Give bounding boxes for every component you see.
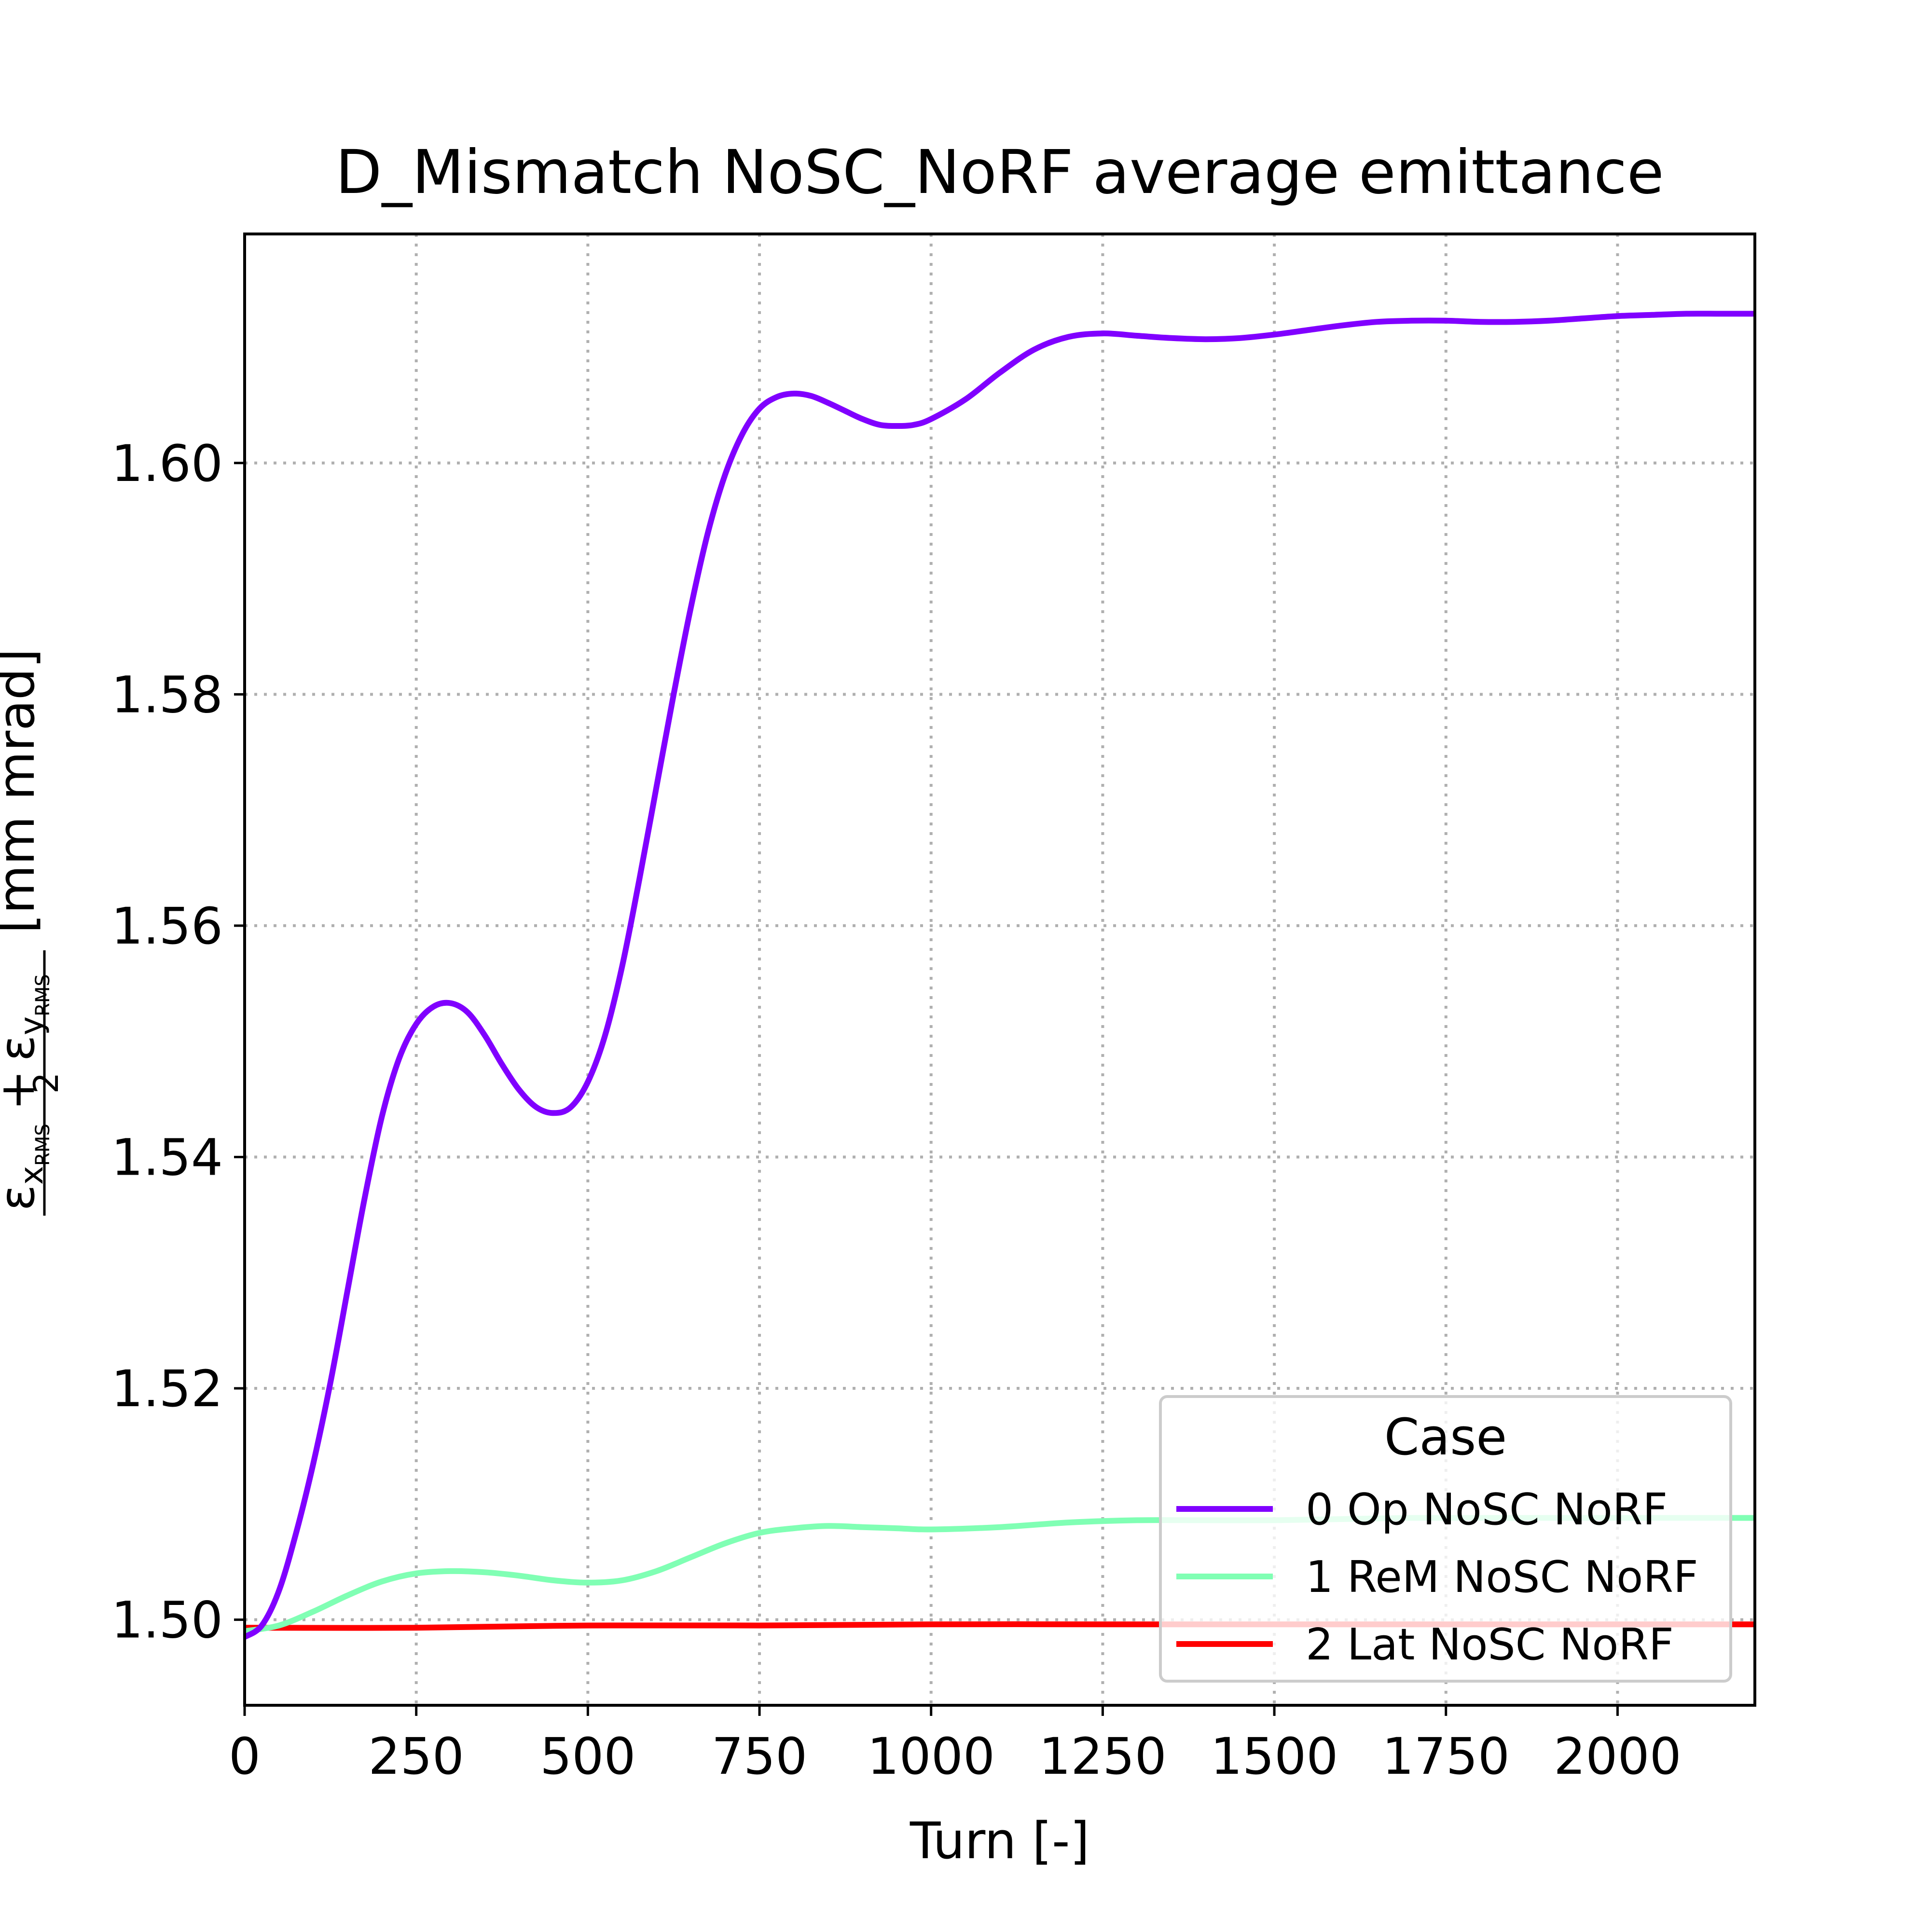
- chart-title: D_Mismatch NoSC_NoRF average emittance: [335, 137, 1664, 207]
- x-tick-label: 750: [712, 1727, 808, 1786]
- x-axis-ticks: 0 250 500 750 1000 1250 1500 1750 2000: [229, 1705, 1682, 1786]
- y-tick-label: 1.50: [111, 1591, 223, 1650]
- x-tick-label: 1250: [1039, 1727, 1167, 1786]
- legend-label-1: 1 ReM NoSC NoRF: [1306, 1552, 1698, 1603]
- plot-frame: [243, 233, 1756, 1707]
- y-tick-label: 1.56: [111, 897, 223, 956]
- legend-title: Case: [1384, 1408, 1507, 1466]
- x-tick-label: 2000: [1554, 1727, 1682, 1786]
- y-label-numerator-right: εyRMS: [0, 974, 54, 1061]
- y-label-numerator-left: εxRMS: [0, 1124, 54, 1211]
- y-tick-label: 1.58: [111, 665, 223, 724]
- x-tick-label: 1500: [1211, 1727, 1338, 1786]
- y-label-fraction: εxRMS + εyRMS 2: [0, 950, 66, 1216]
- y-tick-label: 1.52: [111, 1359, 223, 1418]
- legend-box: [1159, 1395, 1732, 1683]
- x-tick-label: 500: [540, 1727, 636, 1786]
- series-line-0: [243, 311, 1755, 1640]
- x-tick-label: 1000: [867, 1727, 995, 1786]
- legend-label-0: 0 Op NoSC NoRF: [1306, 1484, 1668, 1535]
- x-tick-label: 250: [368, 1727, 464, 1786]
- x-tick-label: 0: [229, 1727, 261, 1786]
- x-tick-label: 1750: [1382, 1727, 1510, 1786]
- y-axis-ticks: 1.50 1.52 1.54 1.56 1.58 1.60: [111, 434, 245, 1650]
- legend: Case 0 Op NoSC NoRF 1 ReM NoSC NoRF 2 Lat …: [1159, 1395, 1732, 1683]
- legend-label-2: 2 Lat NoSC NoRF: [1306, 1619, 1674, 1670]
- y-label-unit: [mm mrad]: [0, 648, 46, 933]
- y-label-epsilon-x: ε: [0, 1185, 45, 1211]
- x-axis-label: Turn [-]: [910, 1811, 1089, 1870]
- y-axis-label: εxRMS + εyRMS 2 [mm mrad]: [0, 648, 66, 1216]
- y-label-plus: +: [0, 1070, 45, 1110]
- y-tick-label: 1.60: [111, 434, 223, 493]
- y-label-subsub-y: RMS: [32, 974, 54, 1016]
- y-label-denominator: 2: [27, 1072, 66, 1094]
- legend-entries: 0 Op NoSC NoRF 1 ReM NoSC NoRF 2 Lat NoSC …: [1176, 1484, 1698, 1670]
- y-tick-label: 1.54: [111, 1128, 223, 1187]
- y-label-epsilon-y: ε: [0, 1035, 45, 1061]
- y-label-subsub-x: RMS: [32, 1124, 54, 1166]
